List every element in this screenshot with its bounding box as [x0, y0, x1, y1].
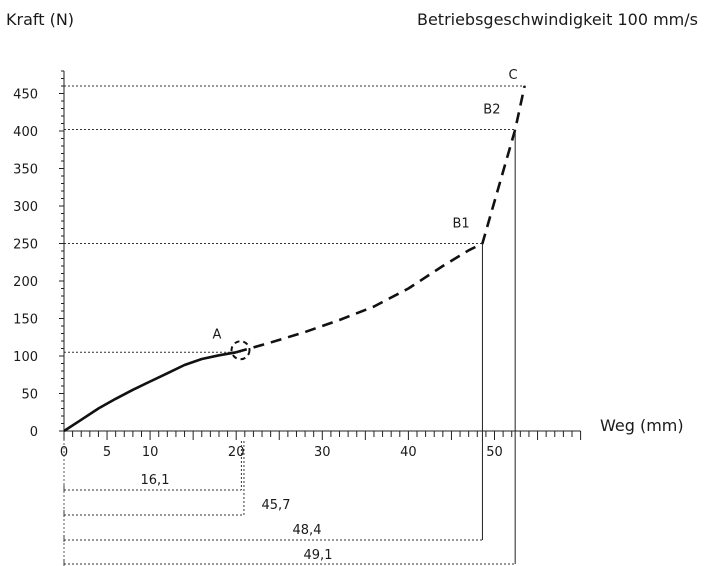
measurement-label: 45,7: [262, 498, 291, 513]
measurement-label: 16,1: [141, 473, 170, 488]
y-tick-label: 250: [13, 238, 38, 253]
measurement-label: 48,4: [293, 523, 322, 538]
y-tick-label: 200: [13, 275, 38, 290]
point-label: A: [213, 327, 222, 342]
y-tick-label: 300: [13, 200, 38, 215]
x-tick-label: 50: [486, 445, 503, 460]
x-tick-label: 40: [400, 445, 417, 460]
y-tick-label: 50: [21, 388, 38, 403]
y-tick-label: 100: [13, 350, 38, 365]
measurement-lines: 16,1 45,748,4 49,1: [63, 129, 516, 566]
x-tick-label: 20: [228, 445, 245, 460]
guide-lines: [64, 85, 526, 353]
y-tick-label: 150: [13, 313, 38, 328]
series-solid: [63, 351, 237, 433]
marker-a: [230, 340, 251, 361]
x-tick-label: 5: [103, 445, 111, 460]
y-axis-label: Kraft (N): [6, 10, 74, 29]
x-tick-label: 30: [314, 445, 331, 460]
point-label: B1: [452, 217, 469, 232]
y-tick-label: 400: [13, 125, 38, 140]
measurement-label: 49,1: [304, 548, 333, 563]
y-tick-label: 350: [13, 163, 38, 178]
y-tick-label: 450: [13, 88, 38, 103]
y-tick-label: 0: [30, 425, 38, 440]
chart-title: Betriebsgeschwindigkeit 100 mm/s: [417, 10, 698, 29]
x-axis-label: Weg (mm): [600, 416, 684, 435]
point-label: C: [508, 68, 517, 83]
series-dashed: [235, 85, 526, 354]
point-label: B2: [483, 103, 500, 118]
x-tick-label: 10: [142, 445, 159, 460]
point-labels: A B1 B2 C: [213, 68, 518, 342]
series-lines: [63, 85, 526, 433]
